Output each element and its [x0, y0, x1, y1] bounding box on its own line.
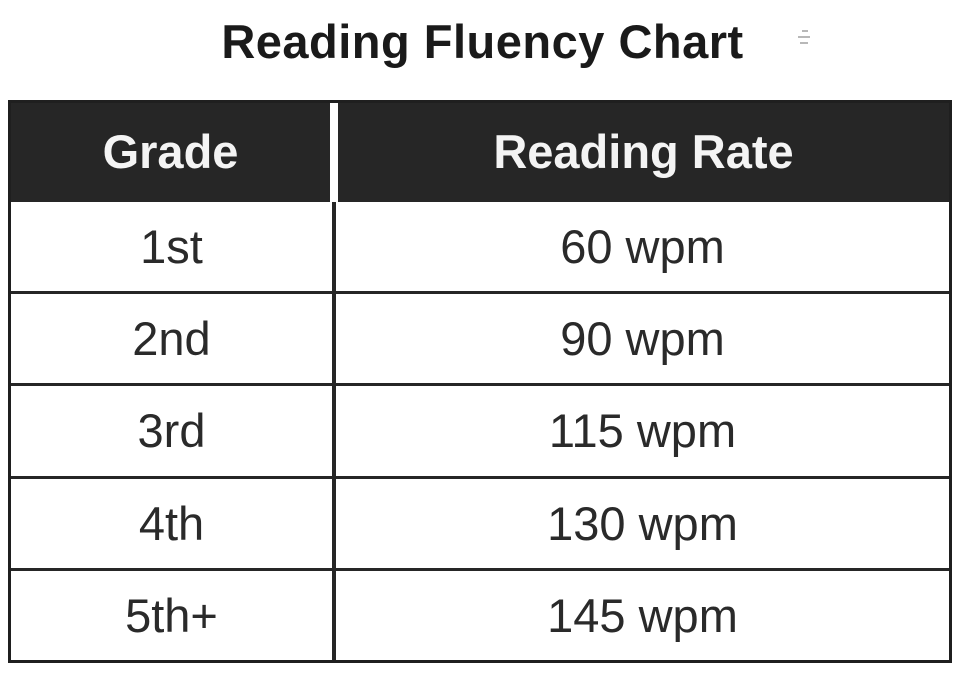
reading-rate-cell: 90 wpm: [334, 291, 949, 385]
reading-rate-cell: 130 wpm: [334, 475, 949, 570]
chart-title: Reading Fluency Chart: [221, 15, 744, 68]
table-row: 5th+ 145 wpm: [11, 567, 949, 660]
column-header-reading-rate: Reading Rate: [334, 103, 949, 201]
column-header-grade: Grade: [11, 103, 338, 201]
table-row: 2nd 90 wpm: [11, 291, 949, 385]
grade-cell: 5th+: [11, 567, 336, 660]
table-row: 1st 60 wpm: [11, 198, 949, 293]
grade-cell: 2nd: [11, 291, 336, 385]
reading-rate-cell: 60 wpm: [334, 198, 949, 293]
table-row: 4th 130 wpm: [11, 475, 949, 570]
grade-cell: 3rd: [11, 383, 336, 478]
reading-rate-cell: 115 wpm: [334, 383, 949, 478]
grade-cell: 4th: [11, 475, 336, 570]
grade-cell: 1st: [11, 198, 336, 293]
fluency-table: Grade Reading Rate 1st 60 wpm 2nd 90 wpm…: [8, 100, 952, 663]
reading-rate-cell: 145 wpm: [334, 567, 949, 660]
small-mark-icon: [798, 30, 812, 50]
table-header-row: Grade Reading Rate: [11, 103, 949, 201]
table-row: 3rd 115 wpm: [11, 383, 949, 478]
